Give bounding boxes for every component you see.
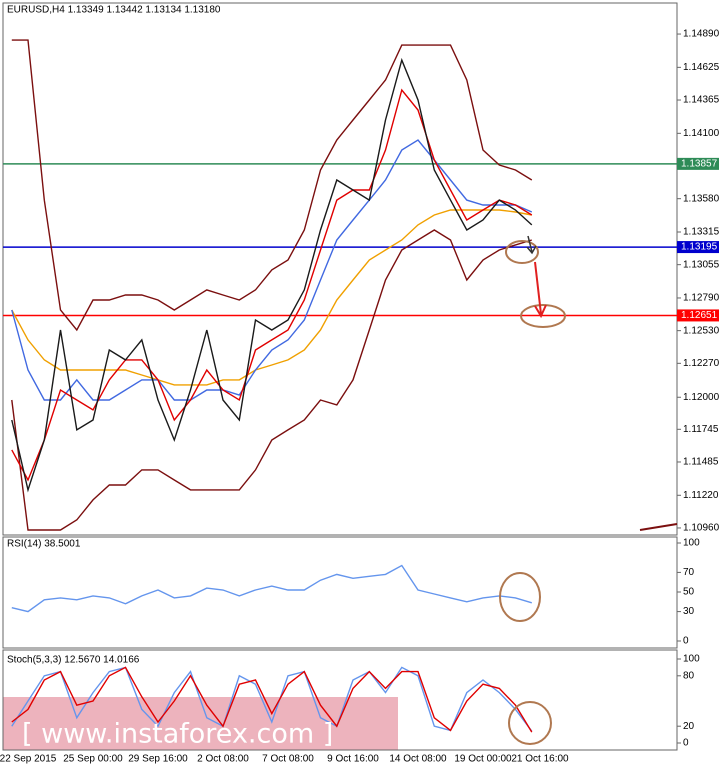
ellipse xyxy=(520,304,566,328)
y-tick-label: 1.11485 xyxy=(683,457,719,468)
level-box xyxy=(677,241,719,254)
y-tick-label: 1.12000 xyxy=(683,392,719,403)
series-line xyxy=(11,57,533,493)
stoch-title: Stoch(5,3,3) 12.5670 14.0166 xyxy=(7,655,140,666)
y-tick-label: 100 xyxy=(683,538,700,549)
ellipse xyxy=(505,240,539,264)
level-label: 1.13195 xyxy=(681,242,718,253)
y-tick-label: 1.14625 xyxy=(683,62,719,73)
y-tick-label: 1.10960 xyxy=(683,523,719,534)
y-tick-label: 50 xyxy=(683,587,695,598)
x-tick-label: 2 Oct 08:00 xyxy=(197,754,249,765)
level-label: 1.12651 xyxy=(681,310,718,321)
y-tick-label: 1.11220 xyxy=(683,490,719,501)
arrow xyxy=(526,235,537,255)
x-tick-label: 22 Sep 2015 xyxy=(0,754,57,765)
x-tick-label: 14 Oct 08:00 xyxy=(389,754,447,765)
series-line xyxy=(11,39,533,332)
x-tick-label: 9 Oct 16:00 xyxy=(327,754,379,765)
rsi-title: RSI(14) 38.5001 xyxy=(7,539,81,550)
watermark: [ www.instaforex.com ] xyxy=(22,719,333,750)
x-tick-label: 29 Sep 16:00 xyxy=(128,754,188,765)
y-tick-label: 0 xyxy=(683,636,689,647)
trend-line xyxy=(639,523,678,531)
y-tick-label: 1.13315 xyxy=(683,227,719,238)
y-tick-label: 1.12530 xyxy=(683,325,719,336)
series-line xyxy=(11,564,533,613)
chart-title: EURUSD,H4 1.13349 1.13442 1.13134 1.1318… xyxy=(7,5,221,16)
annotations xyxy=(499,240,566,745)
series-line xyxy=(11,209,532,386)
series-line xyxy=(11,666,533,733)
y-tick-label: 1.14365 xyxy=(683,95,719,106)
ellipse xyxy=(499,572,541,622)
y-tick-label: 1.12790 xyxy=(683,293,719,304)
y-tick-label: 1.13055 xyxy=(683,259,719,270)
ellipse xyxy=(508,701,552,745)
y-tick-label: 70 xyxy=(683,567,695,578)
y-tick-label: 1.11745 xyxy=(683,424,719,435)
level-box xyxy=(677,309,719,322)
series-line xyxy=(11,666,533,732)
y-tick-label: 1.13580 xyxy=(683,193,719,204)
x-tick-label: 7 Oct 08:00 xyxy=(262,754,314,765)
x-tick-label: 19 Oct 00:00 xyxy=(454,754,512,765)
x-tick-label: 21 Oct 16:00 xyxy=(511,754,569,765)
series-line xyxy=(11,88,533,482)
level-label: 1.13857 xyxy=(681,159,718,170)
arrow xyxy=(534,261,547,319)
y-tick-label: 0 xyxy=(683,738,689,749)
level-box xyxy=(677,157,719,170)
y-tick-label: 1.12270 xyxy=(683,358,719,369)
series-line xyxy=(11,229,533,531)
stoch-frame xyxy=(2,649,678,751)
y-tick-label: 20 xyxy=(683,721,695,732)
y-tick-label: 1.14890 xyxy=(683,29,719,40)
main-frame xyxy=(2,2,678,536)
x-tick-label: 25 Sep 00:00 xyxy=(63,754,123,765)
y-tick-label: 30 xyxy=(683,606,695,617)
y-tick-label: 100 xyxy=(683,654,700,665)
y-tick-label: 80 xyxy=(683,670,695,681)
y-tick-label: 1.14100 xyxy=(683,128,719,139)
